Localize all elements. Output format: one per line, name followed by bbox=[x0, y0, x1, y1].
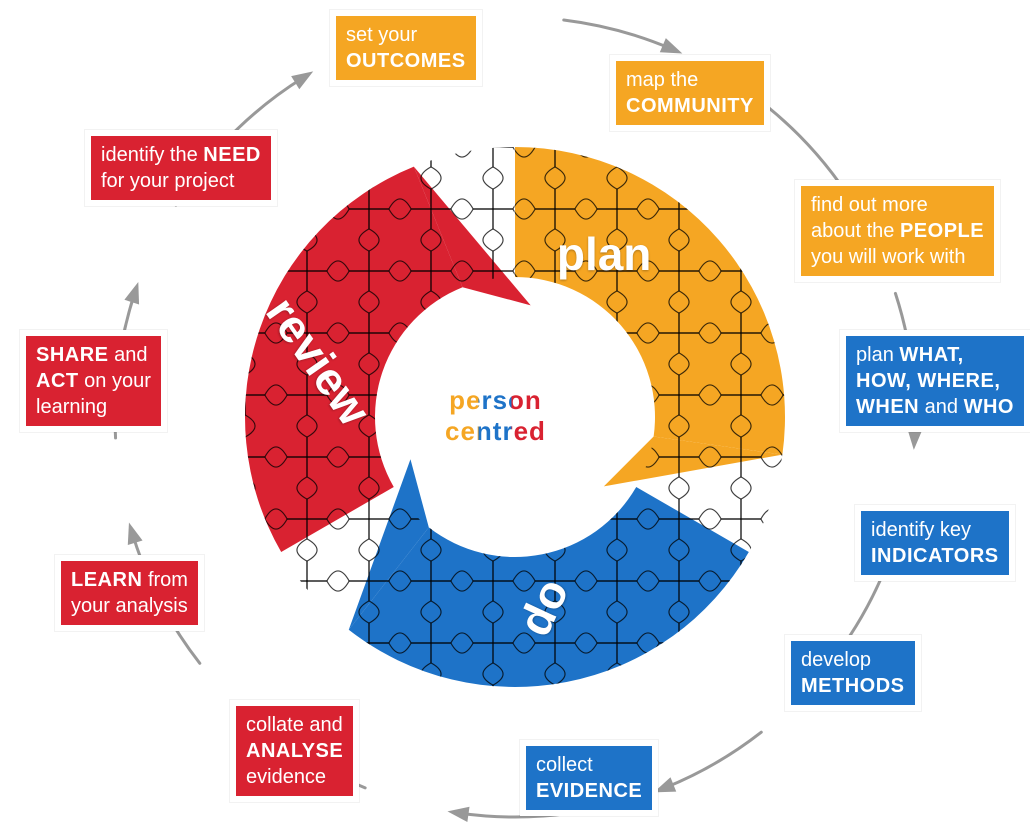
box-map-community: map theCOMMUNITY bbox=[610, 55, 770, 131]
box-develop-methods: developMETHODS bbox=[785, 635, 921, 711]
center-line1: person bbox=[449, 385, 542, 415]
box-identify-need: identify the NEEDfor your project bbox=[85, 130, 277, 206]
diagram-root: plan do review person centred set yourOU… bbox=[0, 0, 1030, 834]
box-find-people: find out moreabout the PEOPLEyou will wo… bbox=[795, 180, 1000, 282]
center-label: person centred bbox=[445, 385, 546, 447]
box-set-outcomes: set yourOUTCOMES bbox=[330, 10, 482, 86]
box-share-act: SHARE andACT on yourlearning bbox=[20, 330, 167, 432]
segment-label-plan: plan bbox=[557, 227, 652, 281]
segment-label-do: do bbox=[507, 570, 580, 644]
ring-segments bbox=[245, 147, 785, 687]
segment-label-review: review bbox=[255, 287, 381, 435]
box-learn-analysis: LEARN fromyour analysis bbox=[55, 555, 204, 631]
box-collate-analyse: collate andANALYSEevidence bbox=[230, 700, 359, 802]
center-line2: centred bbox=[445, 416, 546, 446]
box-collect-evidence: collectEVIDENCE bbox=[520, 740, 658, 816]
box-plan-what-how: plan WHAT,HOW, WHERE,WHEN and WHO bbox=[840, 330, 1030, 432]
box-identify-indicators: identify keyINDICATORS bbox=[855, 505, 1015, 581]
